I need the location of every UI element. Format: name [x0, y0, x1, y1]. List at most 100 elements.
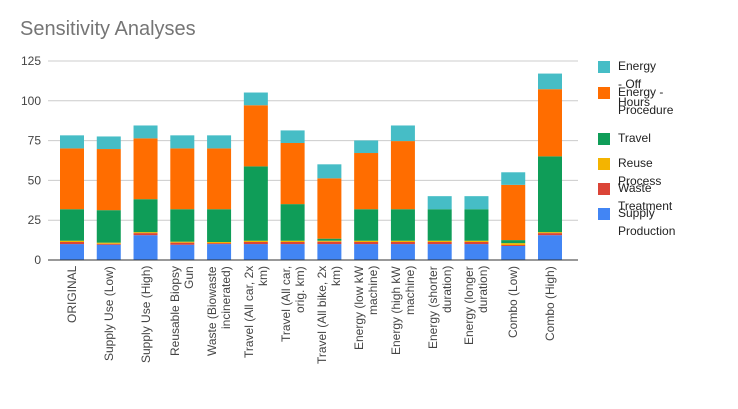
legend-label: Travel — [618, 131, 651, 145]
bar-segment-supply-production — [133, 235, 158, 260]
legend-swatch — [598, 183, 610, 195]
bar-segment-energy-off-hours — [170, 135, 195, 149]
bar-segment-travel — [390, 209, 415, 241]
bar-segment-reuse-process — [538, 232, 562, 234]
x-tick-label: Reusable Biopsy Gun — [168, 266, 197, 357]
bar-segment-waste-treatment — [390, 242, 415, 245]
bar-segment-energy-procedure — [538, 89, 562, 157]
bar-segment-supply-production — [538, 235, 562, 260]
bar-segment-reuse-process — [464, 240, 489, 243]
legend-item: Energy - Off Hours — [598, 59, 656, 111]
bar-segment-energy-procedure — [390, 141, 415, 210]
bar-segment-travel — [427, 209, 452, 241]
bar-segment-reuse-process — [60, 240, 84, 243]
bar-segment-energy-procedure — [317, 178, 342, 239]
bar-segment-reuse-process — [427, 240, 452, 243]
bar-segment-energy-off-hours — [280, 130, 305, 143]
y-tick-label: 100 — [21, 94, 41, 108]
bar-segment-reuse-process — [96, 242, 121, 244]
bar-segment-waste-treatment — [170, 242, 195, 245]
x-tick-label: Energy (shorter duration) — [425, 266, 454, 349]
y-tick-label: 50 — [28, 173, 42, 187]
bar-segment-energy-off-hours — [60, 135, 84, 149]
bar-segment-supply-production — [354, 244, 379, 260]
bar-segment-reuse-process — [280, 240, 305, 243]
legend-swatch — [598, 208, 610, 220]
bar-segment-reuse-process — [207, 242, 232, 244]
bar-segment-energy-off-hours — [354, 140, 379, 154]
legend-label: Waste Treatment — [618, 181, 673, 213]
bar-segment-waste-treatment — [538, 233, 562, 236]
bar-segment-energy-off-hours — [96, 136, 121, 150]
bar-segment-supply-production — [427, 244, 452, 260]
bar-segment-energy-off-hours — [501, 172, 526, 185]
bar-segment-reuse-process — [133, 232, 158, 234]
bar-segment-waste-treatment — [133, 233, 158, 236]
bar-segment-supply-production — [317, 244, 342, 260]
y-tick-label: 0 — [34, 253, 41, 267]
bar-segment-supply-production — [96, 244, 121, 260]
bar-segment-travel — [170, 209, 195, 242]
bar-segment-waste-treatment — [464, 242, 489, 245]
bar-segment-travel — [207, 209, 232, 243]
bar-segment-energy-off-hours — [538, 73, 562, 90]
x-tick-label: Travel (All car, orig. km) — [278, 266, 307, 343]
bar-segment-energy-procedure — [280, 142, 305, 205]
chart-title: Sensitivity Analyses — [20, 18, 196, 40]
y-tick-label: 75 — [28, 134, 42, 148]
x-tick-label: Travel (All car, 2x km) — [241, 266, 270, 359]
legend-label: Energy - Procedure — [618, 85, 674, 117]
bar-segment-energy-off-hours — [464, 196, 489, 210]
bar-segment-travel — [317, 238, 342, 241]
bar-segment-waste-treatment — [280, 242, 305, 245]
bar-segment-travel — [96, 210, 121, 243]
bar-segment-energy-off-hours — [207, 135, 232, 149]
x-tick-label: Supply Use (High) — [138, 266, 153, 364]
bar-segment-supply-production — [464, 244, 489, 260]
bar-segment-waste-treatment — [207, 243, 232, 245]
bar-segment-waste-treatment — [354, 242, 379, 245]
x-tick-label: Combo (Low) — [506, 266, 521, 339]
bar-segment-travel — [243, 166, 268, 241]
bar-segment-energy-off-hours — [427, 196, 452, 210]
x-tick-label: Energy (longer duration) — [462, 266, 491, 345]
legend-item: Reuse Process — [598, 156, 662, 190]
legend-label: Supply Production — [618, 206, 676, 238]
bar-segment-energy-procedure — [501, 184, 526, 241]
x-tick-label: ORIGINAL — [65, 266, 79, 324]
legend-swatch — [598, 133, 610, 145]
x-tick-label: Waste (Biowaste incinerated) — [205, 266, 234, 356]
bar-segment-supply-production — [60, 244, 84, 260]
bar-segment-energy-off-hours — [243, 92, 268, 106]
bar-segment-supply-production — [280, 244, 305, 260]
legend-label: Reuse Process — [618, 156, 662, 188]
bar-segment-travel — [538, 156, 562, 233]
legend-swatch — [598, 61, 610, 73]
x-tick-label: Energy (low kW machine) — [352, 266, 381, 351]
bar-segment-waste-treatment — [60, 242, 84, 245]
bar-segment-reuse-process — [170, 241, 195, 243]
legend-item: Travel — [598, 131, 651, 147]
bar-segment-energy-procedure — [207, 148, 232, 210]
bar-segment-energy-procedure — [170, 148, 195, 210]
x-tick-label: Energy (high kW machine) — [388, 266, 417, 355]
bar-segment-reuse-process — [354, 240, 379, 243]
bar-segment-energy-off-hours — [390, 125, 415, 142]
legend-swatch — [598, 87, 610, 99]
bar-segment-travel — [60, 209, 84, 241]
bar-segment-energy-off-hours — [133, 125, 158, 139]
y-tick-label: 25 — [28, 213, 42, 227]
legend-item: Waste Treatment — [598, 181, 673, 215]
bar-segment-travel — [501, 240, 526, 244]
bar-segment-waste-treatment — [96, 243, 121, 245]
x-tick-label: Travel (All bike, 2x km) — [315, 266, 344, 365]
bar-segment-energy-procedure — [133, 138, 158, 200]
bar-segment-travel — [354, 209, 379, 241]
bar-segment-energy-procedure — [243, 105, 268, 167]
bar-segment-energy-procedure — [96, 149, 121, 211]
bar-segment-supply-production — [207, 244, 232, 260]
bar-segment-reuse-process — [317, 240, 342, 242]
bar-segment-reuse-process — [390, 240, 415, 243]
bar-segment-energy-procedure — [60, 148, 84, 210]
